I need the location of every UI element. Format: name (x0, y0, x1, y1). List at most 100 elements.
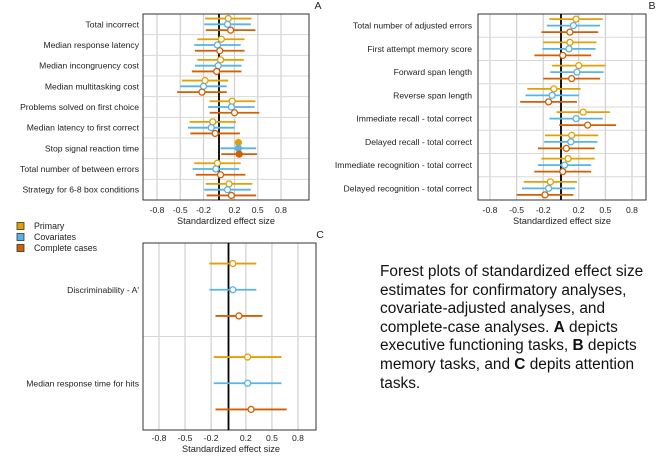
panel-a-category-label: Total number of between errors (20, 164, 139, 174)
panel-a-point-primary (213, 159, 222, 167)
legend-label: Complete cases (34, 243, 98, 253)
panel-b-point-primary (550, 85, 558, 93)
panel-b-letter: B (648, 0, 655, 12)
panel-b-point-primary (568, 131, 576, 140)
panel-a-point-primary (217, 35, 225, 43)
panel-a-letter: A (314, 0, 321, 12)
panel-b-tick-label: -0.2 (536, 205, 551, 215)
panel-a-point-complete-cases (226, 26, 235, 34)
panel-a-tick-label: -0.2 (196, 205, 211, 215)
panel-a-point-covariates (227, 103, 236, 111)
caption-text-1: Forest plots of standardized effect size… (380, 263, 644, 336)
legend-label: Covariates (34, 232, 77, 242)
panel-c-point-covariates (229, 286, 237, 294)
panel-b-point-complete-cases (583, 121, 592, 129)
legend-label: Primary (34, 221, 65, 231)
panel-a-point-covariates (234, 144, 243, 152)
panel-b-category-label: Total number of adjusted errors (353, 21, 472, 31)
panel-a-point-covariates (207, 124, 215, 132)
panel-b-point-complete-cases (559, 51, 567, 60)
panel-b-point-covariates (548, 91, 556, 100)
caption-panel-b-letter: B (572, 337, 584, 355)
legend-swatch (16, 222, 25, 230)
panel-c-tick-label: 0.5 (266, 433, 278, 443)
panel-b-xlabel: Standardized effect size (513, 216, 611, 226)
panel-b-point-complete-cases (562, 144, 570, 153)
panel-b-category-label: Delayed recognition - total correct (344, 183, 473, 193)
panel-a-tick-label: -0.8 (150, 205, 165, 215)
panel-c-tick-label: 0.2 (240, 433, 252, 443)
panel-a-forest-plot: Total incorrect Median response latency Me… (20, 0, 321, 226)
panel-b-tick-label: 0.8 (626, 205, 638, 215)
panel-b-point-primary (579, 108, 587, 116)
panel-b-tick-label: 0.2 (573, 205, 585, 215)
panel-b-point-complete-cases (541, 191, 549, 199)
panel-c-tick-label: -0.8 (152, 433, 167, 443)
panel-a-point-covariates (212, 165, 220, 173)
panel-a-point-primary (209, 118, 217, 126)
panel-b-category-label: Delayed recall - total correct (365, 137, 473, 147)
panel-a-xlabel: Standardized effect size (177, 216, 275, 226)
panel-b-point-primary (566, 38, 574, 47)
panel-c-category-label: Discriminability - A' (67, 285, 139, 295)
panel-b-point-complete-cases (544, 98, 553, 106)
panel-a-point-covariates (223, 186, 232, 194)
panel-b-tick-label: 0.5 (599, 205, 611, 215)
panel-b-point-covariates (572, 114, 580, 123)
panel-b-frame (477, 13, 647, 201)
panel-a-point-primary (216, 56, 225, 64)
panel-a-tick-label: -0.5 (173, 205, 188, 215)
panel-b-point-primary (575, 61, 583, 70)
panel-b-tick-label: -0.5 (509, 205, 524, 215)
panel-c-tick-label: -0.2 (204, 433, 219, 443)
panel-a-point-complete-cases (198, 88, 206, 96)
panel-b-point-covariates (573, 68, 581, 76)
panel-b-point-primary (546, 178, 554, 186)
panel-c-xlabel: Standardized effect size (182, 444, 280, 454)
panel-a-category-label: Stop signal reaction time (45, 143, 139, 153)
panel-a-point-complete-cases (211, 129, 219, 138)
panel-a-tick-label: 0.2 (229, 205, 241, 215)
legend-swatch (16, 244, 25, 252)
caption-text-4: depits attention tasks. (380, 355, 635, 392)
panel-a-point-primary (201, 76, 209, 85)
panel-a-point-primary (228, 97, 236, 105)
panel-b-point-complete-cases (559, 167, 567, 176)
panel-a-frame (142, 13, 310, 201)
figure-caption: Forest plots of standardized effect size… (380, 263, 650, 393)
panel-a-point-complete-cases (227, 191, 236, 200)
panel-a-point-primary (234, 138, 243, 147)
panel-a-point-complete-cases (230, 109, 239, 117)
panel-b-point-covariates (569, 21, 578, 30)
caption-text-2: depicts executive functioning tasks, (380, 318, 618, 355)
panel-b-category-label: First attempt memory score (367, 44, 472, 54)
panel-a-category-label: Total incorrect (86, 19, 140, 29)
panel-a-point-complete-cases (235, 150, 243, 158)
panel-b-point-complete-cases (568, 74, 576, 83)
panel-c-point-complete-cases (235, 312, 243, 320)
panel-b-category-label: Immediate recognition - total correct (335, 160, 473, 170)
panel-a-category-label: Median response latency (43, 40, 139, 50)
panel-b-forest-plot: Total number of adjusted errors First att… (335, 0, 656, 226)
caption-panel-a-letter: A (553, 318, 565, 336)
panel-a-tick-label: 0.8 (275, 205, 287, 215)
caption-text-3: depicts memory tasks, and (380, 337, 637, 373)
panel-b-point-covariates (544, 184, 553, 193)
panel-c-tick-label: 0.8 (292, 433, 304, 443)
panel-b-point-primary (572, 15, 580, 23)
panel-a-point-complete-cases (216, 47, 224, 55)
panel-a-category-label: Median latency to first correct (27, 123, 140, 133)
panel-a-tick-label: 0.5 (252, 205, 264, 215)
panel-a-category-label: Problems solved on first choice (20, 102, 139, 112)
panel-b-category-label: Immediate recall - total correct (356, 114, 472, 124)
panel-c-forest-plot: Discriminability - A' Median response tim… (26, 229, 324, 454)
panel-b-point-primary (564, 154, 572, 163)
panel-a-point-primary (225, 180, 233, 188)
panel-b-tick-label: -0.8 (483, 205, 498, 215)
panel-c-tick-label: -0.5 (178, 433, 193, 443)
panel-b-category-label: Forward span length (394, 67, 473, 77)
panel-a-point-covariates (213, 41, 222, 49)
caption-panel-c-letter: C (514, 355, 526, 373)
